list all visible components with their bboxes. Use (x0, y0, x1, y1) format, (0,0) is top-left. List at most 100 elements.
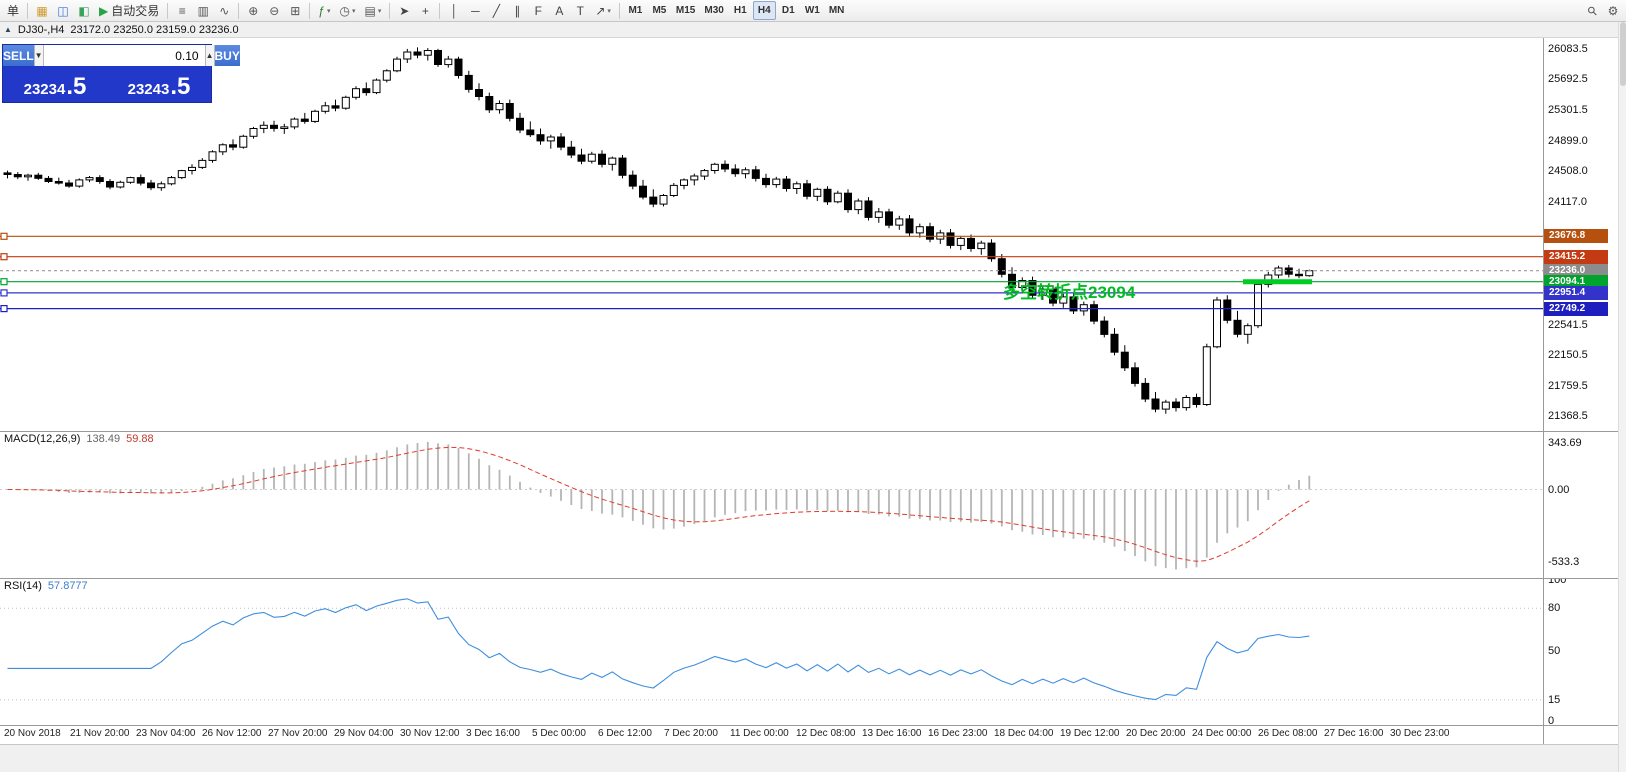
search-button-icon: ⚲ (1583, 2, 1601, 19)
rsi-chart[interactable]: RSI(14) 57.8777 (0, 578, 1543, 725)
new-order-button-label: 单 (7, 4, 20, 18)
timeframe-m15-button[interactable]: M15 (672, 1, 699, 20)
collapse-icon[interactable]: ▲ (4, 25, 12, 34)
search-button[interactable]: ⚲ (1582, 1, 1602, 20)
equidistant-channel-button[interactable]: ∥ (507, 1, 527, 20)
timeframe-mn-button[interactable]: MN (825, 1, 849, 20)
time-axis-label: 29 Nov 04:00 (334, 728, 394, 739)
tile-windows-button[interactable]: ⊞ (285, 1, 305, 20)
time-axis-label: 12 Dec 08:00 (796, 728, 856, 739)
buy-price[interactable]: 23243.5 (107, 66, 211, 102)
toolbar-separator (309, 2, 311, 19)
candlestick-chart-button[interactable]: ▥ (193, 1, 213, 20)
horizontal-line-button[interactable]: ─ (465, 1, 485, 20)
macd-axis-label: 343.69 (1548, 436, 1582, 449)
cursor-button[interactable]: ➤ (394, 1, 414, 20)
rsi-label: RSI(14) 57.8777 (4, 580, 88, 592)
data-window-button[interactable]: ◧ (74, 1, 94, 20)
price-axis[interactable]: 26083.5 25692.5 25301.5 24899.0 24508.0 24117… (1543, 38, 1618, 431)
toolbar: 单 ▦ ◫ ◧ ▶ 自动交易 ≡ ▥ ∿ ⊕ ⊖ ⊞ ƒ ▾ ◷ ▾ ▤ ▾ ➤ + │ ─ ╱ ∥ F A T ↗ ▾ M1 M5 M15 M… (0, 0, 1626, 22)
buy-button[interactable]: BUY (214, 45, 240, 66)
settings-button[interactable]: ⚙ (1603, 1, 1623, 20)
crosshair-button[interactable]: + (415, 1, 435, 20)
text-label-button[interactable]: T (570, 1, 590, 20)
turning-point-annotation[interactable]: 多空转折点23094 (1003, 282, 1136, 302)
bar-chart-button[interactable]: ≡ (172, 1, 192, 20)
rsi-axis-label: 100 (1548, 578, 1567, 586)
sell-button[interactable]: SELL (3, 45, 34, 66)
time-axis-label: 30 Dec 23:00 (1390, 728, 1450, 739)
time-axis-label: 16 Dec 23:00 (928, 728, 988, 739)
toolbar-separator (167, 2, 169, 19)
text-label-button-icon: T (576, 3, 584, 18)
time-scale[interactable]: 20 Nov 2018 21 Nov 20:00 23 Nov 04:00 26 No… (0, 725, 1543, 744)
autotrading-button[interactable]: ▶ 自动交易 (95, 1, 163, 20)
toolbar-separator (389, 2, 391, 19)
rsi-axis-label: 50 (1548, 644, 1561, 657)
time-axis-label: 24 Dec 00:00 (1192, 728, 1252, 739)
toolbar-separator (238, 2, 240, 19)
bar-chart-button-icon: ≡ (178, 3, 186, 18)
time-axis-label: 19 Dec 12:00 (1060, 728, 1120, 739)
price-axis-label: 25301.5 (1548, 103, 1588, 116)
fibonacci-button[interactable]: F (528, 1, 548, 20)
indicators-button[interactable]: ƒ ▾ (314, 1, 334, 20)
settings-button-icon: ⚙ (1607, 3, 1619, 18)
timeframe-h4-button[interactable]: H4 (752, 1, 776, 20)
market-watch-button[interactable]: ◫ (53, 1, 73, 20)
periods-button[interactable]: ◷ ▾ (335, 1, 359, 20)
timeframe-w1-button[interactable]: W1 (801, 1, 824, 20)
timeframe-m1-button[interactable]: M1 (624, 1, 647, 20)
time-axis: 20 Nov 2018 21 Nov 20:00 23 Nov 04:00 26 No… (0, 725, 1618, 744)
volume-increase-button[interactable]: ▲ (204, 45, 215, 66)
vertical-line-button[interactable]: │ (444, 1, 464, 20)
volume-decrease-button[interactable]: ▼ (33, 45, 44, 66)
macd-label: MACD(12,26,9) 138.49 59.88 (4, 433, 154, 445)
timeframe-m30-button-label: M30 (704, 5, 724, 16)
time-axis-label: 27 Dec 16:00 (1324, 728, 1384, 739)
timeframe-d1-button[interactable]: D1 (777, 1, 800, 20)
scrollbar-thumb[interactable] (1620, 22, 1626, 86)
macd-signal-line (7, 446, 1310, 562)
market-watch-button-icon: ◫ (57, 3, 69, 18)
charts-button[interactable]: ▦ (32, 1, 52, 20)
panel-splitter[interactable] (0, 725, 1618, 726)
arrows-button[interactable]: ↗ ▾ (591, 1, 615, 20)
line-chart-button[interactable]: ∿ (214, 1, 234, 20)
macd-chart[interactable]: MACD(12,26,9) 138.49 59.88 (0, 431, 1543, 578)
new-order-button[interactable]: 单 (3, 1, 23, 20)
sell-price[interactable]: 23234.5 (3, 66, 107, 102)
price-chart[interactable]: 多空转折点23094 SELL ▼ ▲ BUY 23234.5 23243.5 (0, 38, 1543, 431)
panel-splitter[interactable] (0, 578, 1618, 579)
templates-button[interactable]: ▤ ▾ (360, 1, 385, 20)
macd-axis-label: -533.3 (1548, 556, 1580, 569)
time-axis-label: 21 Nov 20:00 (70, 728, 130, 739)
panel-splitter[interactable] (0, 431, 1618, 432)
time-axis-label: 13 Dec 16:00 (862, 728, 922, 739)
trendline-button[interactable]: ╱ (486, 1, 506, 20)
timeframe-d1-button-label: D1 (781, 5, 795, 16)
timeframe-m5-button[interactable]: M5 (648, 1, 671, 20)
macd-axis[interactable]: 343.69 0.00 -533.3 (1543, 431, 1618, 578)
timeframe-m5-button-label: M5 (652, 5, 667, 16)
price-axis-label: 22541.5 (1548, 318, 1588, 331)
text-button[interactable]: A (549, 1, 569, 20)
toolbar-separator (439, 2, 441, 19)
zoom-in-button[interactable]: ⊕ (243, 1, 263, 20)
templates-button-caret: ▾ (377, 7, 382, 15)
horizontal-lines[interactable] (0, 232, 1543, 313)
sell-price-pips: .5 (66, 73, 87, 100)
timeframe-w1-button-label: W1 (804, 5, 820, 16)
timeframe-m30-button[interactable]: M30 (700, 1, 727, 20)
zoom-out-button[interactable]: ⊖ (264, 1, 284, 20)
timeframe-h1-button[interactable]: H1 (729, 1, 752, 20)
volume-input[interactable] (43, 45, 205, 66)
rsi-axis[interactable]: 100 80 50 15 0 (1543, 578, 1618, 725)
horizontal-line-button-icon: ─ (471, 3, 480, 18)
equidistant-channel-button-icon: ∥ (514, 3, 521, 18)
rsi-line (7, 598, 1310, 701)
vertical-scrollbar[interactable] (1618, 22, 1626, 772)
time-axis-label: 20 Dec 20:00 (1126, 728, 1186, 739)
line-chart-button-icon: ∿ (219, 3, 230, 18)
trendline-button-icon: ╱ (492, 3, 500, 18)
